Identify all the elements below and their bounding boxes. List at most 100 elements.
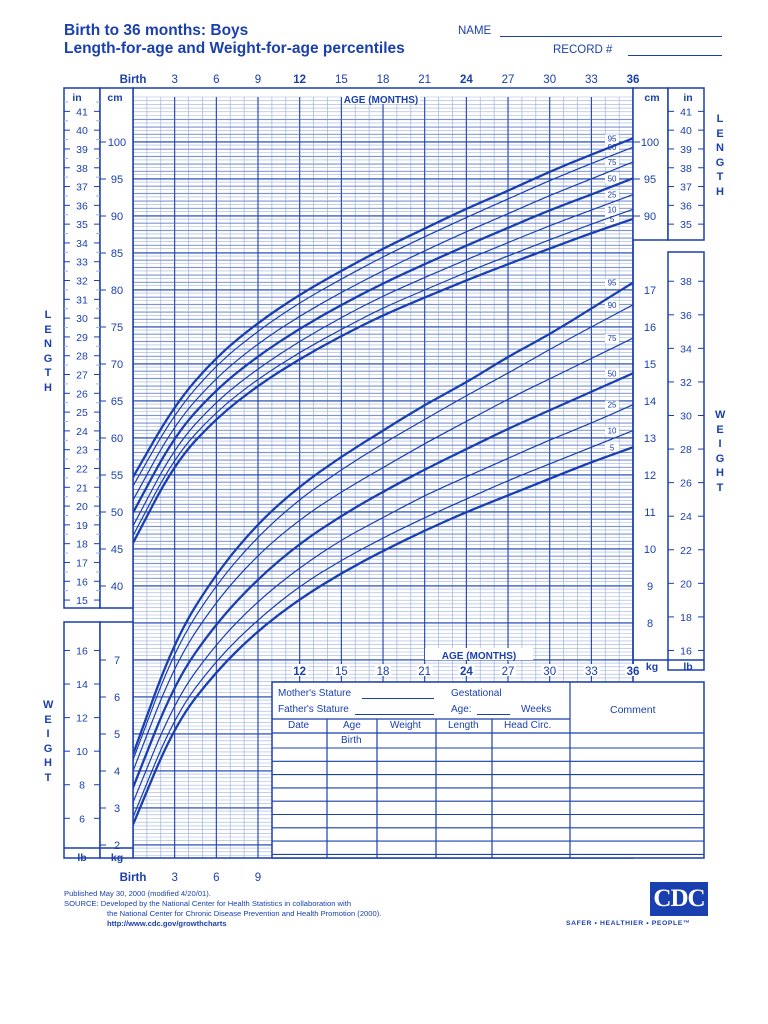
age-tick-label: 36	[627, 666, 640, 678]
cm-tick-label: 85	[111, 248, 123, 260]
cm-tick-label: 75	[111, 322, 123, 334]
cm-tick-label: 95	[644, 174, 656, 186]
kg-tick-label: 4	[114, 766, 120, 778]
percentile-label-90: 90	[608, 143, 617, 152]
inch-tick-label: 33	[76, 257, 88, 269]
gestational-weeks-field[interactable]	[477, 714, 510, 715]
inch-tick-label: 20	[76, 501, 88, 513]
unit-cm-label: cm	[644, 92, 659, 104]
inch-tick-label: 18	[76, 539, 88, 551]
unit-in-label: in	[72, 92, 81, 104]
inch-tick-label: 39	[76, 144, 88, 156]
chart-title-line1: Birth to 36 months: Boys	[64, 22, 249, 39]
percentile-label-10: 10	[608, 427, 617, 436]
kg-tick-label: 7	[114, 655, 120, 667]
cm-tick-label: 80	[111, 285, 123, 297]
unit-kg-label: kg	[111, 852, 123, 864]
percentile-label-25: 25	[608, 401, 617, 410]
percentile-curve-95	[133, 281, 633, 755]
percentile-curve-25	[133, 193, 633, 527]
cm-tick-label: 100	[108, 137, 126, 149]
cdc-logo: CDC	[650, 882, 708, 916]
inch-tick-label: 19	[76, 520, 88, 532]
inch-tick-label: 31	[76, 294, 88, 306]
inch-tick-label: 35	[76, 219, 88, 231]
inch-tick-label: 36	[680, 200, 692, 212]
percentile-curve-5	[133, 217, 633, 544]
inch-tick-label: 41	[680, 106, 692, 118]
inch-tick-label: 21	[76, 482, 88, 494]
percentile-label-90: 90	[608, 301, 617, 310]
lb-tick-label: 38	[680, 276, 692, 288]
cm-tick-label: 55	[111, 470, 123, 482]
percentile-curve-90	[133, 304, 633, 761]
lb-tick-label: 16	[76, 645, 88, 657]
lb-tick-label: 18	[680, 612, 692, 624]
birth-row-age: Birth	[341, 735, 362, 746]
lb-tick-label: 12	[76, 713, 88, 725]
percentile-label-95: 95	[608, 279, 617, 288]
percentile-curve-75	[133, 337, 633, 772]
kg-tick-label: 16	[644, 322, 656, 334]
age-tick-label: 36	[627, 74, 640, 86]
source-line1: Developed by the National Center for Hea…	[100, 899, 352, 908]
inch-tick-label: 36	[76, 200, 88, 212]
cm-tick-label: 90	[111, 211, 123, 223]
inch-tick-label: 28	[76, 351, 88, 363]
age-tick-label: 18	[377, 74, 390, 86]
inch-tick-label: 26	[76, 388, 88, 400]
lb-tick-label: 26	[680, 478, 692, 490]
age-axis-title: AGE (MONTHS)	[344, 95, 418, 106]
age-tick-label: 15	[335, 666, 348, 678]
gestational-age-label: Age:	[451, 704, 472, 715]
lb-tick-label: 20	[680, 578, 692, 590]
record-field[interactable]	[628, 55, 722, 56]
inch-tick-label: 38	[680, 163, 692, 175]
col-age: Age	[343, 720, 361, 731]
chart-title-line2: Length-for-age and Weight-for-age percen…	[64, 40, 405, 57]
cm-tick-label: 100	[641, 137, 659, 149]
unit-lb-label: lb	[77, 852, 86, 864]
fathers-stature-label: Father's Stature	[278, 704, 349, 715]
col-weight: Weight	[390, 720, 421, 731]
age-tick-label: Birth	[120, 74, 147, 86]
mothers-stature-field[interactable]	[362, 698, 434, 699]
age-tick-label: 3	[171, 74, 177, 86]
inch-tick-label: 24	[76, 426, 88, 438]
lb-tick-label: 22	[680, 545, 692, 557]
inch-tick-label: 30	[76, 313, 88, 325]
age-axis-title: AGE (MONTHS)	[442, 651, 516, 662]
age-tick-label: 30	[543, 74, 556, 86]
percentile-label-5: 5	[610, 443, 615, 452]
lb-tick-label: 32	[680, 377, 692, 389]
lb-tick-label: 34	[680, 343, 692, 355]
inch-tick-label: 40	[76, 125, 88, 137]
age-tick-label: Birth	[120, 872, 147, 884]
percentile-label-75: 75	[608, 334, 617, 343]
kg-tick-label: 9	[647, 581, 653, 593]
inch-tick-label: 16	[76, 576, 88, 588]
age-tick-label: 9	[255, 872, 261, 884]
percentile-label-50: 50	[608, 174, 617, 183]
age-tick-label: 33	[585, 74, 598, 86]
age-tick-label: 21	[418, 74, 431, 86]
unit-lb-label: lb	[683, 661, 692, 673]
age-tick-label: 12	[293, 666, 306, 678]
fathers-stature-field[interactable]	[355, 714, 434, 715]
source-url-link[interactable]: http://www.cdc.gov/growthcharts	[107, 919, 227, 928]
cm-tick-label: 45	[111, 544, 123, 556]
percentile-label-5: 5	[610, 215, 615, 224]
cm-tick-label: 70	[111, 359, 123, 371]
percentile-curve-50	[133, 372, 633, 789]
age-tick-label: 30	[543, 666, 556, 678]
name-field[interactable]	[500, 36, 722, 37]
age-tick-label: 9	[255, 74, 261, 86]
age-tick-label: 24	[460, 74, 473, 86]
percentile-label-50: 50	[608, 369, 617, 378]
lb-tick-label: 8	[79, 780, 85, 792]
cm-tick-label: 60	[111, 433, 123, 445]
percentile-label-25: 25	[608, 191, 617, 200]
kg-tick-label: 10	[644, 544, 656, 556]
